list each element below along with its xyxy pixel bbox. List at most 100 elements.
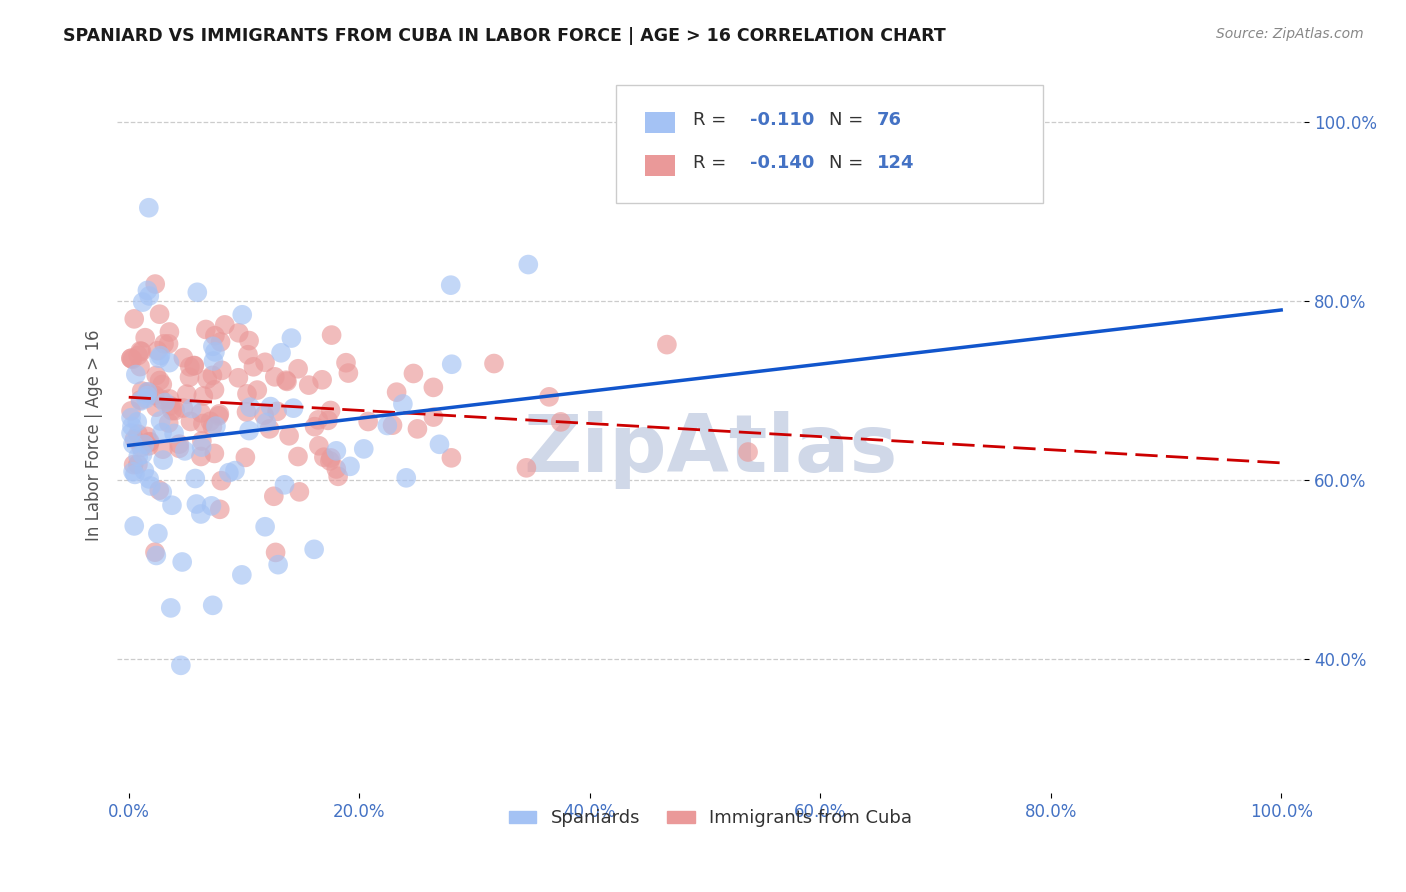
Point — [143, 277, 166, 291]
Point — [280, 331, 302, 345]
Point — [515, 460, 537, 475]
Point — [138, 201, 160, 215]
Text: -0.110: -0.110 — [749, 112, 814, 129]
Point — [266, 404, 288, 418]
Point — [319, 450, 342, 465]
Point — [357, 415, 380, 429]
Point — [150, 485, 173, 500]
Point — [149, 414, 172, 428]
Point — [304, 419, 326, 434]
Point — [183, 359, 205, 373]
Point — [136, 384, 159, 399]
Point — [122, 311, 145, 326]
FancyBboxPatch shape — [645, 112, 675, 133]
Point — [335, 356, 357, 370]
Point — [136, 384, 159, 399]
Point — [311, 373, 333, 387]
Point — [195, 372, 218, 386]
Point — [176, 387, 198, 401]
Text: -0.140: -0.140 — [749, 154, 814, 172]
Point — [440, 450, 463, 465]
Point — [655, 337, 678, 351]
Point — [157, 356, 180, 370]
Point — [231, 308, 253, 322]
Point — [263, 369, 285, 384]
Point — [319, 403, 342, 417]
Point — [129, 394, 152, 409]
Point — [173, 443, 195, 458]
Point — [172, 401, 194, 415]
Point — [167, 442, 190, 456]
Point — [325, 462, 347, 476]
Point — [122, 465, 145, 479]
Point — [122, 458, 145, 472]
Text: N =: N = — [830, 112, 869, 129]
Point — [134, 331, 156, 345]
Point — [157, 337, 180, 351]
Point — [218, 466, 240, 480]
Point — [231, 567, 253, 582]
Point — [190, 406, 212, 420]
Legend: Spaniards, Immigrants from Cuba: Spaniards, Immigrants from Cuba — [502, 802, 920, 834]
Text: 76: 76 — [877, 112, 901, 129]
Point — [146, 343, 169, 358]
Point — [402, 367, 425, 381]
Point — [122, 519, 145, 533]
Point — [259, 400, 281, 414]
Point — [157, 416, 180, 430]
Point — [267, 558, 290, 572]
Point — [172, 351, 194, 365]
Point — [406, 422, 429, 436]
Point — [283, 401, 305, 416]
Point — [550, 415, 572, 429]
Point — [392, 397, 415, 411]
Point — [160, 498, 183, 512]
Text: SPANIARD VS IMMIGRANTS FROM CUBA IN LABOR FORCE | AGE > 16 CORRELATION CHART: SPANIARD VS IMMIGRANTS FROM CUBA IN LABO… — [63, 27, 946, 45]
Point — [235, 450, 257, 465]
Point — [253, 408, 276, 422]
Point — [236, 348, 259, 362]
Point — [145, 549, 167, 563]
Point — [139, 434, 162, 449]
Point — [129, 441, 152, 455]
Point — [131, 384, 153, 398]
Point — [375, 418, 398, 433]
Point — [307, 413, 329, 427]
Point — [440, 357, 463, 371]
Point — [482, 357, 505, 371]
Point — [208, 502, 231, 516]
Point — [136, 284, 159, 298]
Point — [201, 339, 224, 353]
Point — [129, 392, 152, 407]
Point — [337, 366, 360, 380]
Point — [211, 363, 233, 377]
Point — [308, 439, 330, 453]
Point — [163, 426, 186, 441]
Point — [381, 418, 404, 433]
Point — [159, 392, 181, 406]
Point — [429, 437, 451, 451]
Point — [138, 289, 160, 303]
Point — [208, 407, 231, 421]
Point — [538, 390, 561, 404]
Point — [152, 453, 174, 467]
Point — [204, 344, 226, 359]
Point — [120, 426, 142, 441]
Point — [204, 383, 226, 397]
Point — [395, 471, 418, 485]
Point — [321, 328, 343, 343]
Point — [127, 427, 149, 442]
Point — [143, 388, 166, 402]
Point — [132, 295, 155, 310]
Point — [136, 389, 159, 403]
Point — [129, 359, 152, 374]
Point — [191, 434, 214, 448]
Point — [153, 336, 176, 351]
Point — [120, 351, 142, 366]
Point — [191, 417, 214, 431]
Point — [179, 359, 201, 374]
Point — [339, 459, 361, 474]
Point — [143, 545, 166, 559]
Point — [159, 399, 181, 413]
Point — [167, 437, 190, 451]
